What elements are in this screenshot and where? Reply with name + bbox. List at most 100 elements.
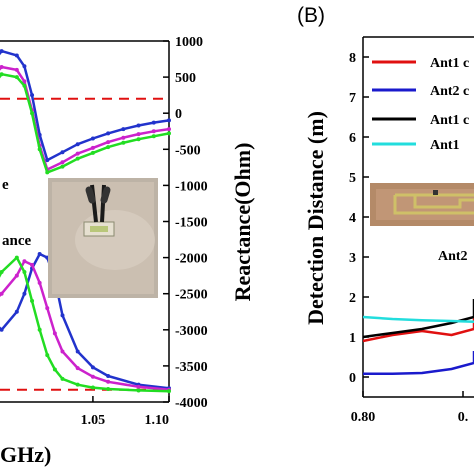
- panel-b-x-tick-label: 0.: [458, 410, 469, 425]
- panel-b-y-tick-label: 8: [349, 51, 356, 66]
- panel-a-data-point: [45, 158, 50, 163]
- panel-a-y2-axis-label: Reactance(Ohm): [230, 143, 255, 302]
- panel-b-y-tick-label: 6: [349, 131, 356, 146]
- panel-a-y2-tick-label: -2000: [175, 252, 208, 267]
- panel-a-data-point: [30, 262, 35, 267]
- panel-a-data-point: [0, 291, 4, 296]
- panel-a-data-point: [167, 118, 171, 123]
- panel-a-data-point: [121, 127, 126, 132]
- panel-a-series-line: [0, 256, 170, 393]
- panel-a-data-point: [14, 309, 19, 314]
- panel-a-data-point: [60, 313, 65, 318]
- panel-a-data-point: [14, 255, 19, 260]
- panel-a-x-axis-label: GHz): [0, 442, 51, 467]
- panel-a-data-point: [90, 365, 95, 370]
- panel-b-y-axis-label: Detection Distance (m): [303, 111, 328, 325]
- panel-a-y2-tick-label: -2500: [175, 288, 208, 303]
- legend-label-1: Ant1 c: [430, 56, 469, 71]
- panel-b: (B) 0 1 2 3 4 5 6 7 8 0.80 0. Detection Distance …: [297, 4, 474, 425]
- panel-b-series-line: [362, 317, 474, 343]
- panel-a-data-point: [75, 156, 80, 161]
- panel-a-data-point: [60, 349, 65, 354]
- panel-a-data-point: [14, 273, 19, 278]
- panel-b-series-line: [362, 299, 474, 339]
- panel-b-y-tick-label: 4: [349, 211, 356, 226]
- panel-a-annotation-1: e: [2, 177, 9, 193]
- panel-a-data-point: [45, 170, 50, 175]
- panel-a-data-point: [22, 291, 27, 296]
- panel-b-label: (B): [297, 4, 325, 27]
- panel-a-data-point: [167, 131, 171, 136]
- panel-a-data-point: [0, 270, 4, 275]
- panel-b-series: [362, 299, 474, 376]
- panel-a-y2-tick-label: -1000: [175, 179, 208, 194]
- panel-a-annotation-2: ance: [2, 233, 32, 249]
- panel-a-data-point: [167, 389, 171, 394]
- panel-a-data-point: [37, 251, 42, 256]
- panel-a-y2-tick-label: -4000: [175, 396, 208, 411]
- panel-a-y2-tick-label: -3500: [175, 360, 208, 375]
- panel-a-data-point: [52, 331, 57, 336]
- panel-b-inset-label: Ant2: [438, 249, 468, 264]
- panel-a-data-point: [30, 111, 35, 116]
- panel-a-data-point: [90, 385, 95, 390]
- panel-b-y-tick-label: 1: [349, 331, 356, 346]
- panel-b-y-tick-label: 2: [349, 291, 356, 306]
- panel-a-data-point: [106, 374, 111, 379]
- panel-a-data-point: [60, 376, 65, 381]
- panel-a-data-point: [37, 147, 42, 152]
- panel-a-data-point: [136, 388, 141, 393]
- panel-a-data-point: [75, 366, 80, 371]
- panel-a-data-point: [14, 53, 19, 58]
- panel-a-y2-tick-label: 1000: [175, 35, 203, 50]
- panel-b-x-ticks: 0.80 0.: [351, 391, 469, 425]
- panel-a-y2-tick-label: 500: [175, 71, 196, 86]
- legend-label-3: Ant1 c: [430, 113, 469, 128]
- panel-a-data-point: [60, 160, 65, 165]
- panel-a-y2-tick-label: -500: [175, 143, 201, 158]
- panel-a-data-point: [37, 280, 42, 285]
- panel-a-data-point: [90, 136, 95, 141]
- panel-a: 1000 500 0 -500 -1000 -1500 -2000 -2500 -3000 -35…: [0, 35, 255, 467]
- panel-a-data-point: [151, 129, 156, 134]
- panel-a-data-point: [106, 140, 111, 145]
- panel-a-data-point: [22, 83, 27, 88]
- panel-a-x-tick-label: 1.05: [81, 413, 106, 428]
- panel-a-data-point: [106, 145, 111, 150]
- panel-a-data-point: [30, 298, 35, 303]
- panel-a-data-point: [22, 64, 27, 69]
- panel-b-series-line: [362, 315, 474, 324]
- panel-b-inset-photo: [370, 183, 474, 226]
- panel-a-data-point: [22, 270, 27, 275]
- panel-a-series-line: [0, 259, 170, 391]
- panel-a-y2-ticks: 1000 500 0 -500 -1000 -1500 -2000 -2500 -3000 -35…: [163, 35, 208, 411]
- panel-a-data-point: [136, 384, 141, 389]
- panel-a-data-point: [151, 134, 156, 139]
- panel-a-data-point: [45, 306, 50, 311]
- panel-a-data-point: [0, 49, 4, 54]
- panel-a-data-point: [52, 367, 57, 372]
- panel-a-data-point: [60, 150, 65, 155]
- panel-a-data-point: [0, 327, 4, 332]
- panel-a-data-point: [75, 151, 80, 156]
- panel-a-inset-photo: [48, 178, 158, 298]
- panel-a-data-point: [106, 379, 111, 384]
- panel-b-y-ticks: 0 1 2 3 4 5 6 7 8: [349, 51, 369, 386]
- panel-a-data-point: [45, 353, 50, 358]
- panel-a-data-point: [136, 137, 141, 142]
- panel-a-y2-tick-label: 0: [175, 107, 182, 122]
- panel-a-data-point: [136, 123, 141, 128]
- panel-a-x-ticks: 1.05 1.10: [81, 396, 170, 428]
- panel-a-data-point: [121, 140, 126, 145]
- panel-a-data-point: [90, 374, 95, 379]
- panel-a-data-point: [106, 131, 111, 136]
- panel-a-data-point: [60, 164, 65, 169]
- panel-a-data-point: [22, 259, 27, 264]
- panel-a-data-point: [0, 64, 4, 69]
- panel-a-data-point: [151, 120, 156, 125]
- panel-a-data-point: [0, 72, 4, 77]
- panel-a-data-point: [167, 127, 171, 132]
- panel-a-data-point: [90, 145, 95, 150]
- panel-a-y2-tick-label: -1500: [175, 216, 208, 231]
- panel-a-data-point: [136, 132, 141, 137]
